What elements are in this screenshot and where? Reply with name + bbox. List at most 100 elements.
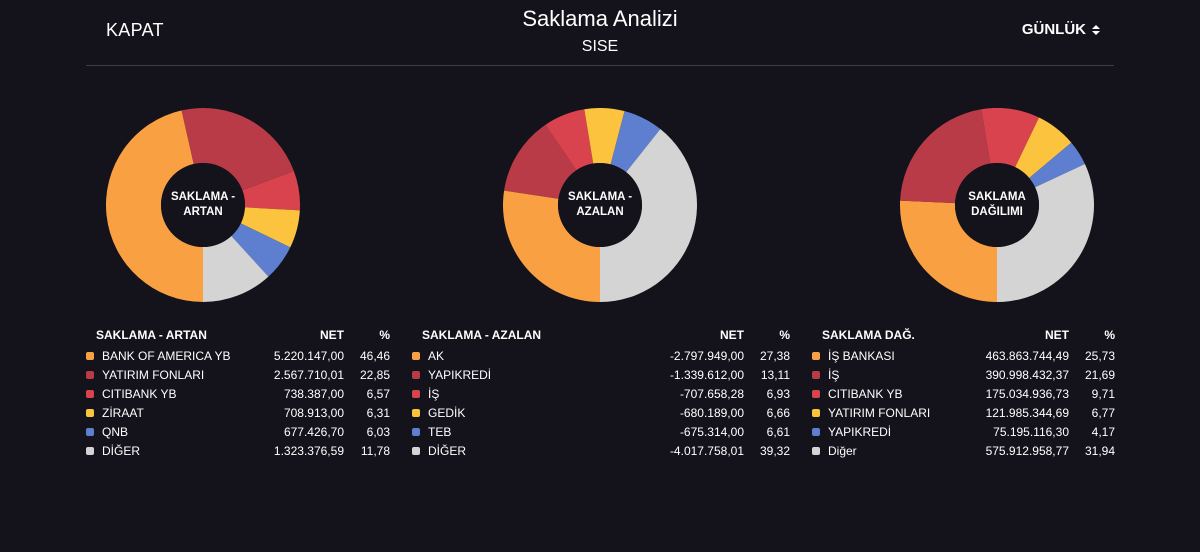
legend-swatch (86, 427, 94, 436)
row-name-cell: ZİRAAT (86, 403, 266, 422)
row-name-cell: YATIRIM FONLARI (812, 403, 962, 422)
symbol-subtitle: SISE (581, 38, 619, 55)
row-name: İŞ (828, 367, 840, 382)
legend-swatch (412, 446, 420, 455)
row-name: CITIBANK YB (828, 386, 903, 401)
donut-slice[interactable] (240, 207, 300, 248)
pct-header: % (1104, 328, 1115, 342)
row-net-value: 2.567.710,01 (273, 367, 344, 382)
row-pct-value: 9,71 (1091, 386, 1115, 401)
pct-header: % (379, 328, 390, 342)
row-name-cell: BANK OF AMERICA YB (86, 346, 266, 365)
donut-svg-dagilim (900, 108, 1094, 302)
row-pct-value: 6,57 (366, 386, 390, 401)
pct-header: % (779, 328, 790, 342)
row-pct-value: 25,73 (1084, 348, 1115, 363)
legend-swatch (812, 370, 820, 379)
row-name: YATIRIM FONLARI (102, 367, 205, 382)
donut-hole (558, 163, 642, 247)
row-pct-value: 6,66 (766, 405, 790, 420)
table-row: Diğer 575.912.958,77 31,94 (812, 441, 1115, 460)
row-pct-value: 6,77 (1091, 405, 1115, 420)
net-header: NET (720, 328, 744, 342)
donut-slice[interactable] (181, 108, 294, 191)
legend-swatch (412, 351, 420, 360)
row-name-cell: YATIRIM FONLARI (86, 365, 266, 384)
row-pct-value: 13,11 (760, 367, 790, 382)
table-row: İŞ 390.998.432,37 21,69 (812, 365, 1115, 384)
table-row: GEDİK -680.189,00 6,66 (412, 403, 790, 422)
net-header: NET (320, 328, 344, 342)
donut-slice[interactable] (1015, 117, 1072, 179)
table-row: QNB 677.426,70 6,03 (86, 422, 390, 441)
row-pct-value: 22,85 (359, 367, 390, 382)
row-pct-value: 6,31 (366, 405, 390, 420)
table-row: YAPIKREDİ -1.339.612,00 13,11 (412, 365, 790, 384)
row-net-value: 175.034.936,73 (985, 386, 1069, 401)
legend-swatch (86, 446, 94, 455)
row-name-cell: CITIBANK YB (812, 384, 962, 403)
row-pct-value: 6,61 (766, 424, 790, 439)
row-net-value: -1.339.612,00 (669, 367, 744, 382)
row-name: İŞ (428, 386, 440, 401)
row-net-value: -2.797.949,00 (669, 348, 744, 363)
donut-slice[interactable] (900, 200, 997, 302)
table-row: ZİRAAT 708.913,00 6,31 (86, 403, 390, 422)
donut-svg-azalan (503, 108, 697, 302)
row-name-cell: QNB (86, 422, 266, 441)
donut-slice[interactable] (242, 171, 300, 211)
table-row: İŞ -707.658,28 6,93 (412, 384, 790, 403)
donut-slice[interactable] (600, 129, 697, 302)
legend-swatch (412, 427, 420, 436)
row-name: QNB (102, 424, 129, 439)
row-net-value: 575.912.958,77 (985, 443, 1069, 458)
row-name: YAPIKREDİ (828, 424, 892, 439)
legend-table-artan: SAKLAMA - ARTAN NET % BANK OF AMERICA YB… (86, 324, 390, 460)
table-title: SAKLAMA DAĞ. (822, 328, 915, 342)
donut-slice[interactable] (203, 236, 269, 302)
donut-slice[interactable] (900, 109, 991, 204)
row-pct-value: 6,93 (766, 386, 790, 401)
donut-hole (955, 163, 1039, 247)
donut-slice[interactable] (981, 108, 1039, 168)
legend-swatch (812, 446, 820, 455)
row-name: BANK OF AMERICA YB (102, 348, 231, 363)
row-net-value: 463.863.744,49 (985, 348, 1069, 363)
table-row: CITIBANK YB 738.387,00 6,57 (86, 384, 390, 403)
sort-arrows-icon (1092, 24, 1100, 35)
row-name-cell: YAPIKREDİ (812, 422, 962, 441)
donut-slice[interactable] (231, 223, 291, 277)
row-pct-value: 39,32 (759, 443, 790, 458)
period-select[interactable]: GÜNLÜK (1022, 21, 1100, 38)
legend-swatch (412, 389, 420, 398)
donut-slice[interactable] (997, 164, 1094, 302)
table-row: AK -2.797.949,00 27,38 (412, 346, 790, 365)
row-name-cell: AK (412, 346, 652, 365)
row-name-cell: DİĞER (86, 441, 266, 460)
donut-slice[interactable] (610, 111, 661, 173)
donut-slice[interactable] (584, 108, 625, 165)
legend-swatch (412, 370, 420, 379)
donut-chart-azalan: SAKLAMA - AZALAN (503, 108, 697, 302)
row-name-cell: YAPIKREDİ (412, 365, 652, 384)
row-pct-value: 46,46 (359, 348, 390, 363)
donut-slice[interactable] (503, 190, 600, 302)
header: KAPAT Saklama Analizi SISE GÜNLÜK (86, 0, 1114, 66)
legend-swatch (86, 408, 94, 417)
row-net-value: 121.985.344,69 (985, 405, 1069, 420)
row-name: YAPIKREDİ (428, 367, 492, 382)
legend-table-azalan: SAKLAMA - AZALAN NET % AK -2.797.949,00 27… (412, 324, 790, 460)
row-net-value: -707.658,28 (679, 386, 744, 401)
donut-slice[interactable] (106, 110, 203, 302)
row-name: DİĞER (428, 443, 467, 458)
donut-slice[interactable] (545, 109, 594, 171)
row-pct-value: 21,69 (1084, 367, 1115, 382)
donut-slice[interactable] (504, 124, 577, 199)
donut-chart-dagilim: SAKLAMA DAĞILIMI (900, 108, 1094, 302)
row-net-value: 5.220.147,00 (273, 348, 344, 363)
legend-swatch (812, 408, 820, 417)
close-button[interactable]: KAPAT (106, 20, 164, 40)
table-row: İŞ BANKASI 463.863.744,49 25,73 (812, 346, 1115, 365)
legend-swatch (412, 408, 420, 417)
donut-slice[interactable] (1029, 142, 1085, 188)
